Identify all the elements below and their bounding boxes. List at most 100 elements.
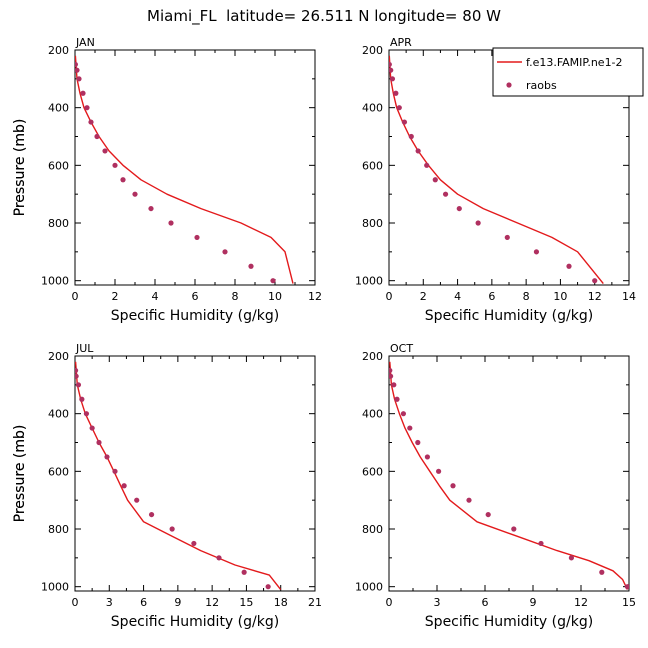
plot-data xyxy=(389,55,604,285)
panel-apr: 0 2 4 6 8 10 12 14 200 400 600 800 1000 APR Specific H… xyxy=(12,36,644,324)
x-axis-label: Specific Humidity (g/kg) xyxy=(111,614,279,630)
raobs-point xyxy=(432,177,438,183)
raobs-point xyxy=(394,396,400,402)
raobs-point xyxy=(265,584,271,590)
raobs-point xyxy=(538,540,544,547)
x-tick-label: 10 xyxy=(553,290,567,303)
raobs-point xyxy=(407,425,413,431)
raobs-point xyxy=(169,526,175,532)
y-tick-label: 200 xyxy=(362,44,383,57)
legend: f.e13.FAMIP.ne1-2 raobs xyxy=(492,47,644,97)
x-tick-label: 12 xyxy=(588,290,602,303)
raobs-point xyxy=(112,468,118,474)
x-tick-label: 8 xyxy=(232,290,239,303)
raobs-point xyxy=(504,234,510,241)
raobs-point xyxy=(456,205,462,212)
raobs-point xyxy=(400,411,406,417)
raobs-point xyxy=(391,382,397,388)
raobs-point xyxy=(222,249,228,255)
x-tick-label: 18 xyxy=(274,596,288,609)
x-tick-label: 4 xyxy=(152,290,159,303)
raobs-point xyxy=(94,133,100,140)
raobs-point xyxy=(104,454,110,460)
raobs-point xyxy=(84,105,90,111)
plot-frame xyxy=(74,49,316,286)
legend-obs-label: raobs xyxy=(526,79,557,92)
raobs-point xyxy=(389,373,394,379)
raobs-point xyxy=(475,220,481,226)
x-tick-label: 6 xyxy=(192,290,199,303)
x-tick-label: 6 xyxy=(482,596,489,609)
y-tick-label: 800 xyxy=(48,217,69,230)
y-tick-label: 600 xyxy=(48,159,69,172)
model-series-line xyxy=(75,361,282,591)
raobs-point xyxy=(401,119,408,125)
y-tick-label: 400 xyxy=(362,408,383,421)
raobs-point xyxy=(408,133,414,140)
y-tick-label: 800 xyxy=(362,217,383,230)
raobs-point xyxy=(89,425,95,431)
raobs-point xyxy=(194,234,200,241)
raobs-point xyxy=(436,468,442,474)
x-tick-label: 12 xyxy=(308,290,322,303)
raobs-point xyxy=(396,105,402,111)
raobs-point xyxy=(389,67,394,73)
raobs-point xyxy=(134,497,140,503)
raobs-point xyxy=(624,584,629,590)
y-axis-label: Pressure (mb) xyxy=(12,119,28,217)
raobs-point xyxy=(216,555,222,561)
y-tick-label: 200 xyxy=(48,350,69,363)
legend-obs-swatch xyxy=(506,82,512,88)
x-axis-label: Specific Humidity (g/kg) xyxy=(425,614,593,630)
raobs-point xyxy=(424,162,430,168)
panel-label: APR xyxy=(390,36,412,49)
x-tick-label: 14 xyxy=(622,290,636,303)
y-axis-label: Pressure (mb) xyxy=(12,425,28,523)
x-tick-label: 15 xyxy=(239,596,253,609)
x-axis-label: Specific Humidity (g/kg) xyxy=(111,308,279,324)
raobs-point xyxy=(533,249,540,255)
raobs-point xyxy=(442,191,449,197)
raobs-point xyxy=(148,511,155,518)
raobs-point xyxy=(83,411,90,417)
raobs-point xyxy=(120,177,126,183)
panel-label: JUL xyxy=(75,342,94,355)
x-tick-label: 6 xyxy=(140,596,147,609)
x-tick-label: 0 xyxy=(72,596,79,609)
panel-jan: 0 2 4 6 8 10 12 200 400 600 800 1000 JAN Specific Hum… xyxy=(12,36,322,324)
raobs-point xyxy=(75,367,79,374)
figure-title: Miami_FL latitude= 26.511 N longitude= 8… xyxy=(147,7,501,26)
raobs-point xyxy=(450,483,456,489)
x-tick-label: 9 xyxy=(174,596,181,609)
y-tick-label: 600 xyxy=(362,159,383,172)
y-tick-label: 400 xyxy=(362,102,383,115)
raobs-point xyxy=(80,90,86,96)
x-tick-label: 3 xyxy=(106,596,113,609)
y-tick-label: 400 xyxy=(48,408,69,421)
y-tick-label: 600 xyxy=(48,465,69,478)
raobs-point xyxy=(389,61,392,68)
plot-data xyxy=(389,361,629,590)
raobs-point xyxy=(511,526,517,532)
panel-label: OCT xyxy=(390,342,413,355)
raobs-point xyxy=(96,439,102,446)
model-series-line xyxy=(75,55,294,284)
raobs-point xyxy=(75,373,79,379)
raobs-point xyxy=(599,569,605,575)
raobs-point xyxy=(466,497,472,503)
y-tick-label: 1000 xyxy=(41,581,69,594)
plot-data xyxy=(75,361,282,591)
raobs-point xyxy=(112,162,118,168)
y-tick-label: 200 xyxy=(48,44,69,57)
x-tick-label: 0 xyxy=(386,290,393,303)
y-tick-label: 1000 xyxy=(41,275,69,288)
raobs-point xyxy=(121,483,127,489)
y-tick-label: 1000 xyxy=(355,275,383,288)
raobs-point xyxy=(415,439,421,446)
y-axis-label: Pressure (mb) xyxy=(12,425,28,523)
raobs-point xyxy=(191,540,197,547)
raobs-point xyxy=(389,76,396,82)
model-series-line xyxy=(389,361,629,590)
legend-model-label: f.e13.FAMIP.ne1-2 xyxy=(526,56,623,69)
